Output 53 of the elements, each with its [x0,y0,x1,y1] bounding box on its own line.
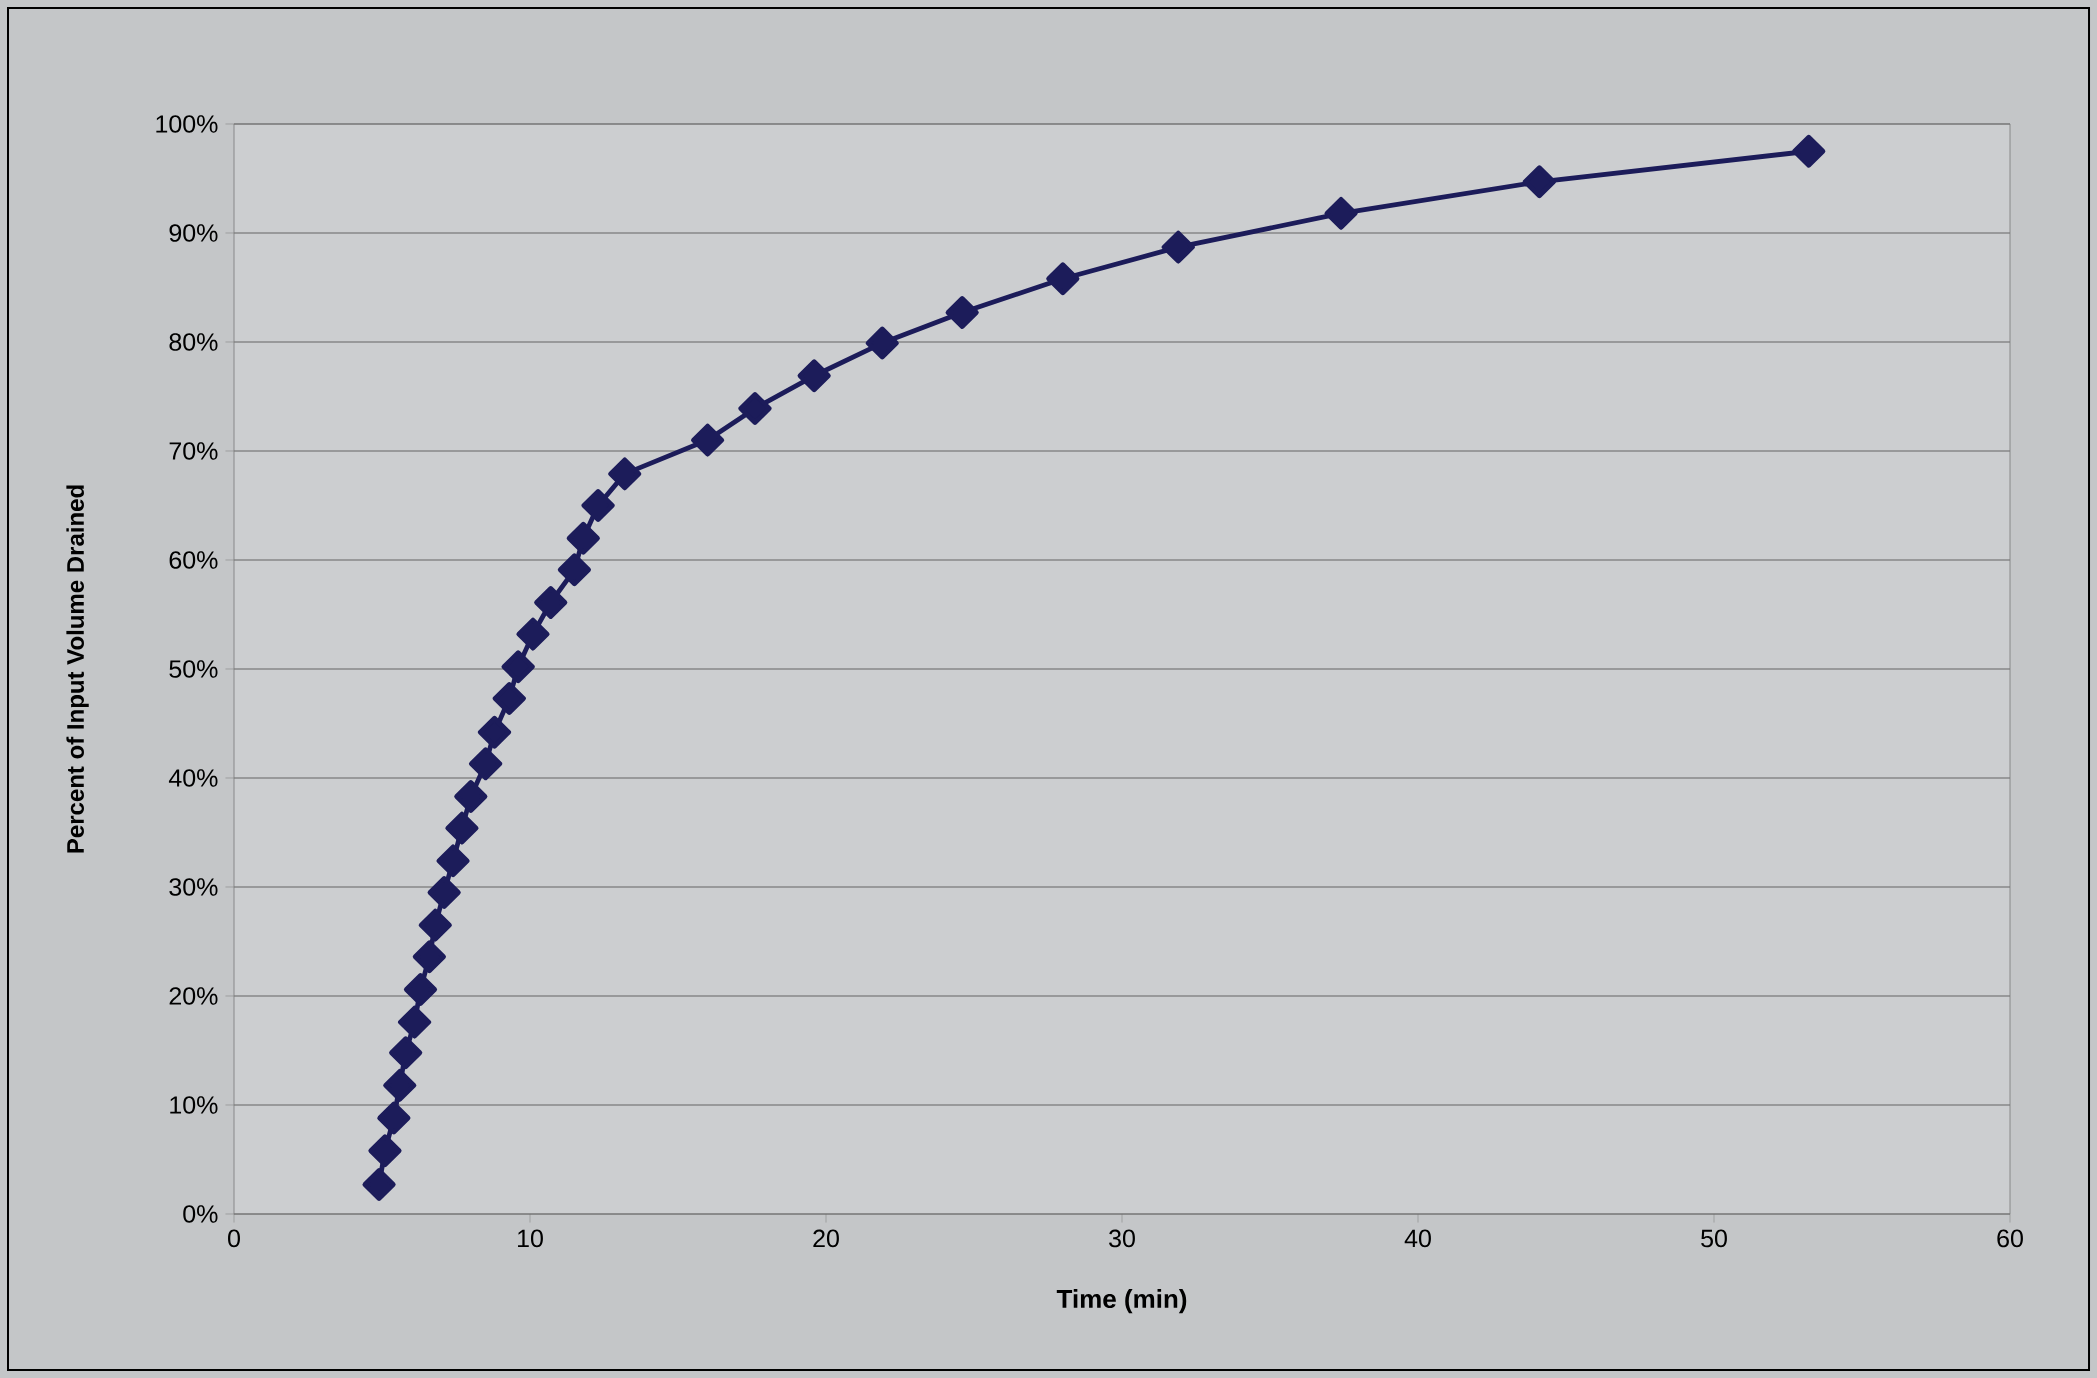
point [389,1036,423,1070]
point [1046,262,1080,296]
x-tick-label: 60 [1997,1229,2023,1248]
x-axis-title: Time (min) [1056,1289,1187,1314]
x-tick-label: 10 [518,1229,543,1248]
point [383,1068,417,1102]
point [534,586,568,619]
point [1324,196,1358,230]
point [1792,134,1826,168]
point [427,876,461,909]
x-tick-label: 40 [1404,1229,1431,1248]
point [1522,165,1556,199]
y-tick-label: 70% [169,442,218,460]
x-tick-label: 0 [228,1229,240,1248]
point [608,457,642,491]
y-axis-title: Percent of Input Volume Drained [66,485,89,853]
y-tick-label: 10% [170,1096,218,1114]
y-tick-label: 100% [156,115,218,133]
point [368,1134,402,1168]
y-tick-label: 20% [169,987,218,1005]
point [403,973,438,1006]
point [516,617,550,651]
point [1161,230,1195,264]
x-tick-label: 50 [1701,1229,1727,1248]
point [557,553,591,587]
y-tick-label: 0% [183,1205,218,1223]
point [501,650,535,684]
y-tick-label: 50% [169,660,218,678]
y-tick-label: 90% [169,224,218,242]
point [445,811,479,845]
point [945,296,979,329]
y-tick-label: 80% [169,333,218,351]
x-tick-label: 30 [1109,1229,1135,1248]
point [566,521,600,555]
point [397,1005,432,1039]
point [691,423,725,457]
point [492,682,526,715]
point [412,940,446,974]
y-tick-label: 60% [169,551,218,569]
y-tick-label: 40% [168,769,218,787]
point [477,715,512,749]
point [797,359,831,393]
y-tick-label: 30% [169,878,218,896]
point [469,747,503,781]
x-tick-label: 20 [813,1229,839,1248]
point [454,780,488,813]
point [362,1168,396,1201]
point [436,844,470,878]
point [418,908,452,942]
point [581,489,615,522]
point [377,1101,411,1135]
point [865,326,899,360]
point [738,392,772,425]
